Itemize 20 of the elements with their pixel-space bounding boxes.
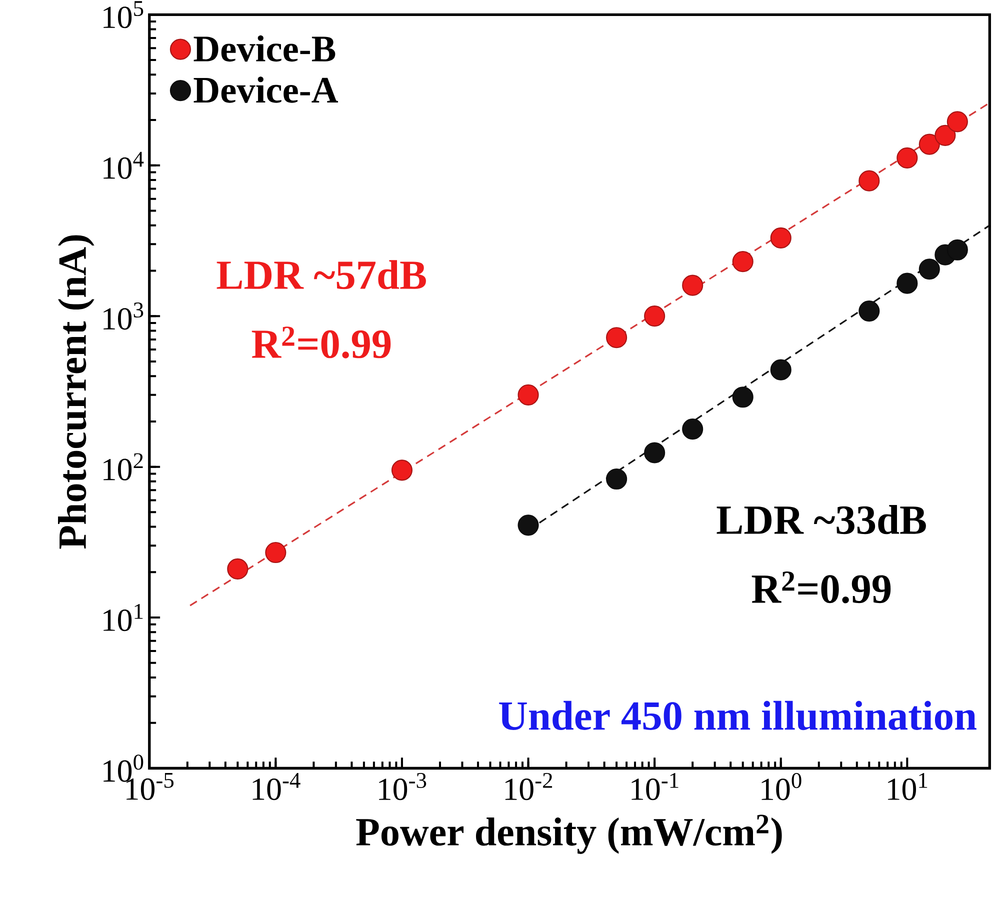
- annotation: LDR ~33dB: [716, 505, 926, 534]
- y-tick-label: 10$^{4}$: [104, 152, 144, 180]
- x-tick-label: 10$^{-1}$: [632, 773, 678, 800]
- legend-label: Device-A: [194, 76, 338, 104]
- x-tick-label: 10$^{-2}$: [505, 773, 552, 800]
- y-axis-title: Photocurrent (nA): [58, 235, 94, 549]
- y-tick-label: 10$^{2}$: [104, 453, 143, 481]
- x-tick-label: 10$^{1}$: [888, 773, 928, 800]
- x-axis-title: Power density (mW/cm$^{2}$): [356, 814, 782, 854]
- annotation: R$^{2}$=0.99: [252, 326, 391, 359]
- y-tick-label: 10$^{5}$: [104, 1, 144, 28]
- annotation: Under 450 nm illumination: [499, 701, 976, 730]
- x-tick-label: 10$^{-3}$: [379, 773, 426, 800]
- annotation: R$^{2}$=0.99: [752, 572, 891, 604]
- legend-label: Device-B: [194, 36, 336, 62]
- x-tick-label: 10$^{-4}$: [252, 773, 300, 800]
- annotation: LDR ~57dB: [216, 260, 426, 290]
- y-tick-label: 10$^{1}$: [104, 604, 143, 632]
- y-tick-label: 10$^{3}$: [104, 302, 144, 330]
- x-tick-label: 10$^{0}$: [762, 773, 802, 800]
